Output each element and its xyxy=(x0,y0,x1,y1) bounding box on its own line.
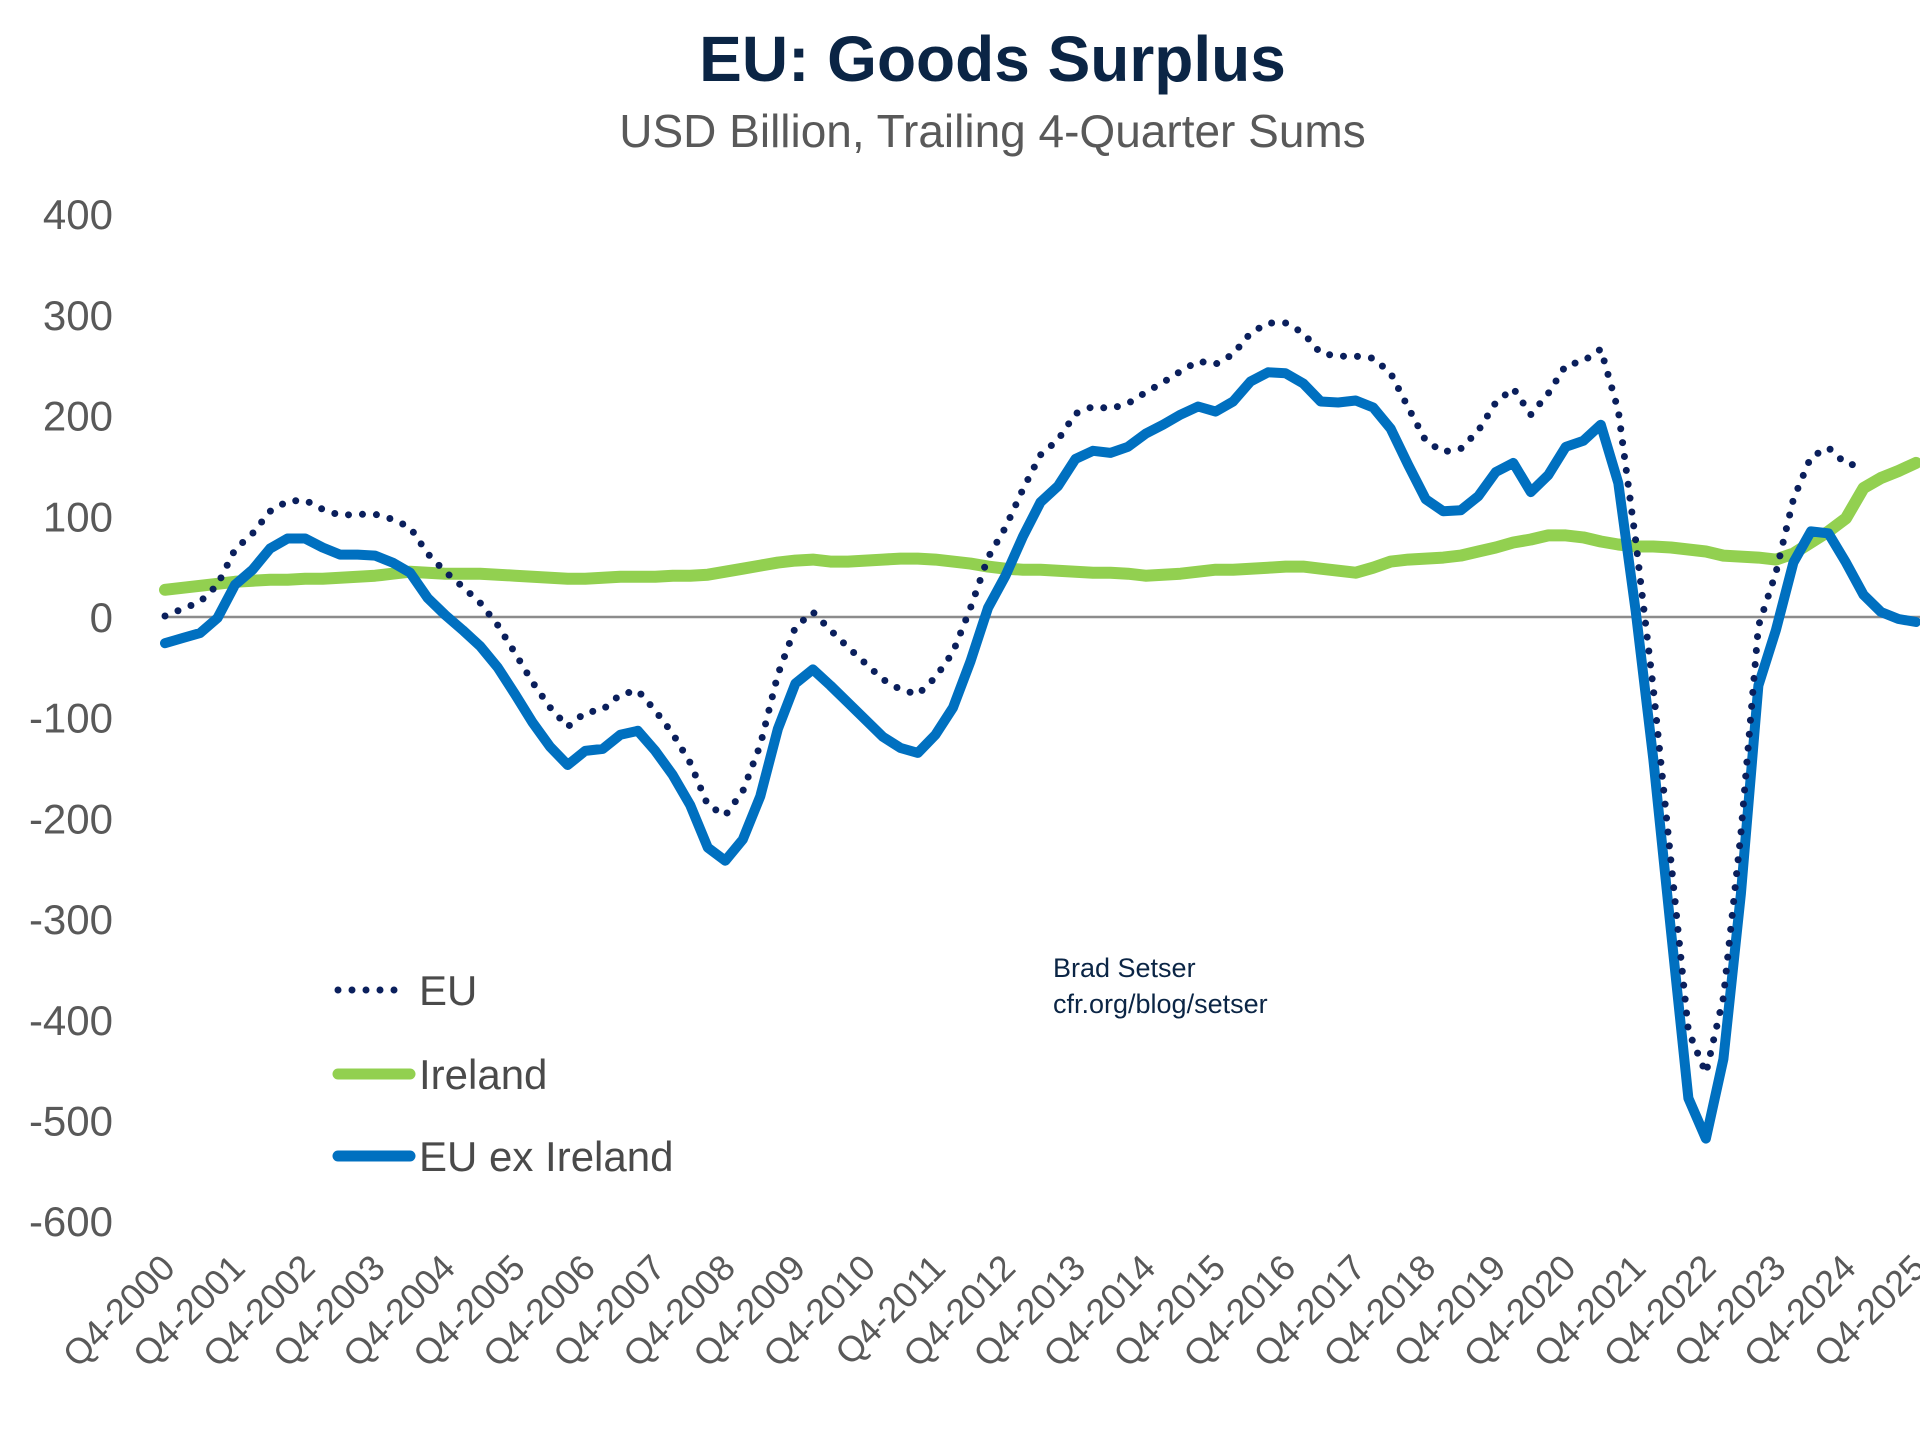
legend-label: EU ex Ireland xyxy=(419,1133,673,1180)
y-tick-label: 200 xyxy=(43,393,113,440)
y-tick-label: 0 xyxy=(90,594,113,641)
series-line-eu-ex-ireland xyxy=(160,367,1920,1144)
y-tick-label: -100 xyxy=(29,695,113,742)
attribution-url: cfr.org/blog/setser xyxy=(1053,989,1268,1019)
legend-label: EU xyxy=(419,967,477,1014)
series-line-eu xyxy=(161,319,1867,1077)
chart-subtitle: USD Billion, Trailing 4-Quarter Sums xyxy=(619,105,1366,157)
y-tick-label: -300 xyxy=(29,896,113,943)
y-tick-label: 300 xyxy=(43,292,113,339)
legend-label: Ireland xyxy=(419,1051,547,1098)
y-tick-label: 400 xyxy=(43,191,113,238)
y-tick-label: -200 xyxy=(29,795,113,842)
chart-title: EU: Goods Surplus xyxy=(699,23,1286,95)
y-tick-label: -600 xyxy=(29,1198,113,1245)
y-tick-label: -400 xyxy=(29,997,113,1044)
attribution-author: Brad Setser xyxy=(1053,953,1196,983)
series-line-ireland xyxy=(159,456,1920,596)
y-tick-label: 100 xyxy=(43,493,113,540)
y-tick-label: -500 xyxy=(29,1098,113,1145)
